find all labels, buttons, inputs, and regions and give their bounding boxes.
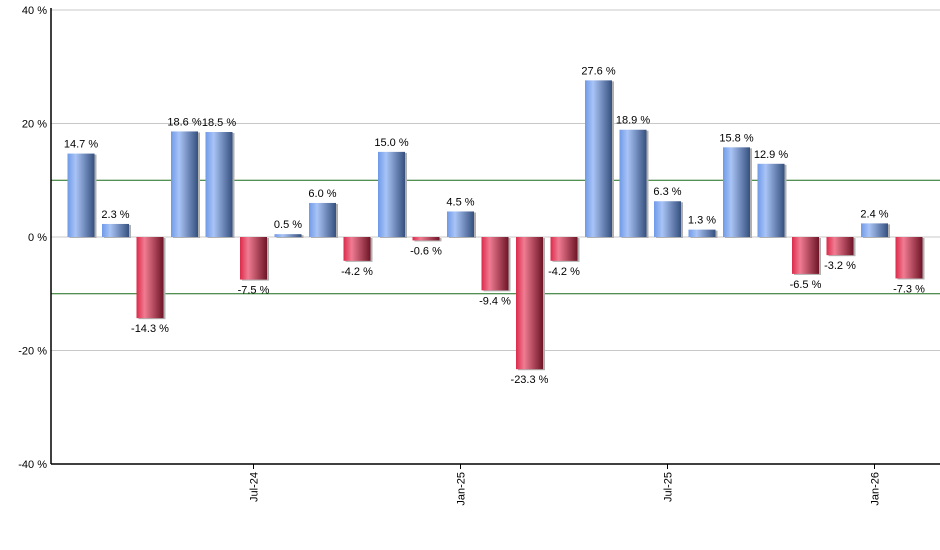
bar bbox=[585, 80, 612, 238]
data-label: 15.0 % bbox=[374, 137, 408, 149]
bar bbox=[447, 211, 474, 237]
data-label: 27.6 % bbox=[581, 65, 615, 77]
x-tick-label: Jan-26 bbox=[870, 472, 882, 506]
data-label: -4.2 % bbox=[548, 266, 580, 278]
y-tick-label: 20 % bbox=[22, 119, 47, 131]
bar bbox=[378, 151, 405, 237]
bar bbox=[688, 229, 716, 237]
bar bbox=[67, 153, 95, 237]
bar bbox=[343, 237, 371, 261]
data-label: -6.5 % bbox=[790, 279, 822, 291]
bar bbox=[826, 237, 854, 256]
x-tick-label: Jan-25 bbox=[456, 472, 468, 506]
data-label: 2.3 % bbox=[101, 209, 129, 221]
data-label: -4.2 % bbox=[341, 266, 373, 278]
bar bbox=[723, 147, 750, 237]
y-tick-label: 40 % bbox=[22, 5, 47, 17]
bar bbox=[412, 237, 440, 241]
data-label: 12.9 % bbox=[754, 149, 788, 161]
bar bbox=[861, 223, 888, 237]
data-label: 18.6 % bbox=[167, 116, 201, 128]
bar bbox=[136, 237, 164, 319]
bar bbox=[102, 223, 129, 237]
data-label: -9.4 % bbox=[479, 295, 511, 307]
data-label: 18.5 % bbox=[202, 117, 236, 129]
data-label: 1.3 % bbox=[688, 215, 716, 227]
bar bbox=[619, 129, 647, 237]
bar bbox=[240, 237, 267, 280]
x-tick-label: Jul-25 bbox=[663, 472, 675, 502]
data-label: -3.2 % bbox=[824, 260, 856, 272]
data-label: 18.9 % bbox=[616, 115, 650, 127]
data-label: -0.6 % bbox=[410, 245, 442, 257]
bar bbox=[895, 237, 923, 279]
data-label: -7.3 % bbox=[893, 283, 925, 295]
bar bbox=[205, 132, 233, 237]
bar bbox=[309, 202, 336, 237]
y-tick-label: -20 % bbox=[18, 346, 47, 358]
y-tick-label: 0 % bbox=[28, 232, 47, 244]
bar bbox=[171, 131, 198, 237]
data-label: -23.3 % bbox=[511, 374, 549, 386]
data-label: 4.5 % bbox=[446, 196, 474, 208]
bar bbox=[792, 237, 819, 274]
data-label: 14.7 % bbox=[64, 139, 98, 151]
data-label: 0.5 % bbox=[274, 219, 302, 231]
x-tick-label: Jul-24 bbox=[249, 472, 261, 502]
bar bbox=[654, 201, 681, 237]
bar bbox=[516, 237, 543, 370]
data-label: 2.4 % bbox=[860, 208, 888, 220]
bar bbox=[481, 237, 509, 291]
bar bbox=[757, 163, 785, 237]
data-label: 6.0 % bbox=[308, 188, 336, 200]
data-label: -7.5 % bbox=[238, 285, 270, 297]
y-tick-label: -40 % bbox=[18, 459, 47, 471]
data-label: 6.3 % bbox=[653, 186, 681, 198]
data-label: -14.3 % bbox=[131, 323, 169, 335]
bar bbox=[274, 234, 302, 237]
data-label: 15.8 % bbox=[719, 132, 753, 144]
bar bbox=[550, 237, 578, 261]
